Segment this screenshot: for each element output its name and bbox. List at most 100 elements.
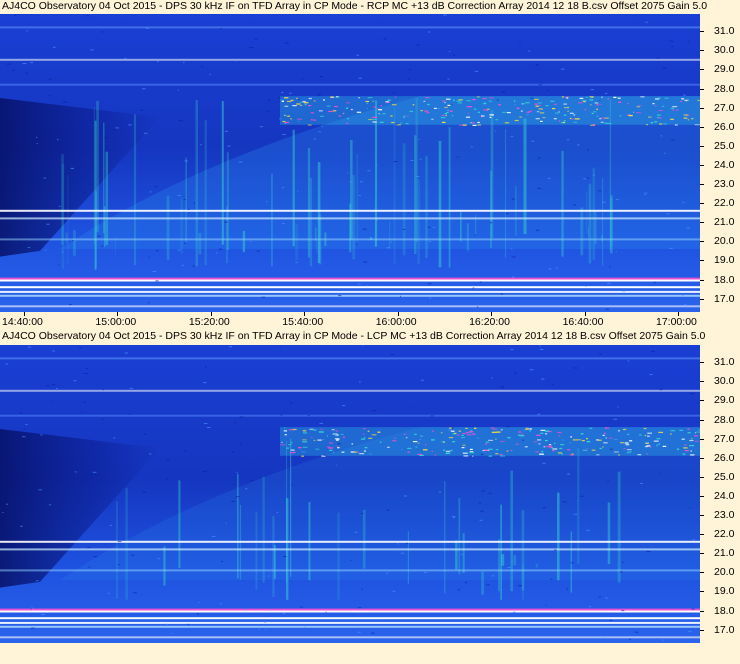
noise-speck xyxy=(57,139,59,141)
noise-speck xyxy=(464,582,468,584)
band-speck xyxy=(390,115,393,117)
band-speck xyxy=(379,441,382,443)
band-speck xyxy=(606,122,612,125)
band-speck xyxy=(290,449,295,451)
band-speck xyxy=(596,115,599,117)
noise-speck xyxy=(607,480,610,482)
noise-speck xyxy=(25,72,28,74)
emission-streak xyxy=(523,118,527,235)
noise-speck xyxy=(297,120,300,122)
band-speck xyxy=(461,436,465,439)
band-speck xyxy=(282,120,286,123)
y-tick xyxy=(700,145,704,147)
noise-speck xyxy=(69,304,72,305)
y-tick xyxy=(700,457,704,459)
noise-speck xyxy=(205,366,207,368)
band-speck xyxy=(310,119,313,121)
noise-speck xyxy=(256,250,260,252)
band-speck xyxy=(614,451,619,453)
band-speck xyxy=(567,110,569,112)
noise-speck xyxy=(451,427,454,429)
band-speck xyxy=(485,443,487,445)
band-speck xyxy=(328,110,333,113)
band-speck xyxy=(488,455,493,457)
band-speck xyxy=(552,450,555,452)
band-speck xyxy=(420,435,424,437)
band-speck xyxy=(689,439,694,442)
band-speck xyxy=(679,429,683,431)
band-speck xyxy=(500,440,505,443)
band-speck xyxy=(292,105,297,107)
interference-line xyxy=(0,636,700,639)
emission-streak xyxy=(272,516,275,597)
noise-speck xyxy=(52,350,55,352)
band-speck xyxy=(550,100,555,102)
band-speck xyxy=(579,97,584,99)
noise-speck xyxy=(383,38,387,40)
band-speck xyxy=(627,103,629,105)
emission-streak xyxy=(498,539,500,592)
noise-speck xyxy=(538,84,542,86)
band-speck xyxy=(337,447,340,449)
emission-streak xyxy=(415,98,418,243)
emission-streak xyxy=(513,555,517,566)
band-speck xyxy=(447,109,449,111)
noise-speck xyxy=(187,208,190,210)
noise-speck xyxy=(644,192,648,194)
band-speck xyxy=(540,429,546,431)
noise-speck xyxy=(349,181,353,183)
band-speck xyxy=(484,449,489,451)
band-speck xyxy=(451,115,454,117)
band-speck xyxy=(406,115,409,117)
noise-speck xyxy=(361,588,363,590)
band-speck xyxy=(581,99,587,102)
emission-streak xyxy=(317,162,321,263)
band-speck xyxy=(446,111,449,114)
y-tick-label: 31.0 xyxy=(714,356,735,369)
y-tick-label: 26.0 xyxy=(714,451,735,464)
noise-speck xyxy=(216,252,218,254)
noise-speck xyxy=(90,49,94,51)
noise-speck xyxy=(659,389,663,391)
noise-speck xyxy=(22,436,26,438)
emission-streak xyxy=(226,206,228,264)
interference-line xyxy=(0,540,700,543)
band-speck xyxy=(363,437,366,439)
band-speck xyxy=(694,124,700,126)
band-speck xyxy=(541,451,544,453)
noise-speck xyxy=(302,78,304,80)
band-speck xyxy=(477,124,481,126)
y-tick-label: 23.0 xyxy=(714,509,735,521)
band-speck xyxy=(346,122,349,124)
noise-speck xyxy=(30,608,32,610)
noise-speck xyxy=(529,369,534,371)
noise-speck xyxy=(615,250,617,252)
noise-speck xyxy=(479,281,482,283)
noise-speck xyxy=(501,91,505,93)
noise-speck xyxy=(342,405,346,407)
band-speck xyxy=(412,441,418,443)
lcp-panel: AJ4CO Observatory 04 Oct 2015 - DPS 30 k… xyxy=(0,330,740,664)
emission-streak xyxy=(362,509,366,569)
band-speck xyxy=(299,104,303,106)
emission-streak xyxy=(475,214,477,236)
band-speck xyxy=(604,122,608,124)
noise-speck xyxy=(308,415,310,416)
noise-speck xyxy=(496,99,499,101)
noise-speck xyxy=(683,94,686,96)
band-speck xyxy=(489,116,492,118)
noise-speck xyxy=(535,229,540,231)
noise-speck xyxy=(249,47,254,48)
lcp-spectrogram-svg xyxy=(0,345,700,643)
emission-streak xyxy=(501,554,505,566)
noise-speck xyxy=(369,453,372,455)
band-speck xyxy=(372,119,377,121)
noise-speck xyxy=(573,204,576,206)
noise-speck xyxy=(297,190,299,192)
noise-speck xyxy=(6,63,11,65)
band-speck xyxy=(466,434,472,436)
band-speck xyxy=(471,430,473,432)
band-speck xyxy=(526,111,530,113)
noise-speck xyxy=(218,248,222,250)
band-speck xyxy=(301,455,304,457)
